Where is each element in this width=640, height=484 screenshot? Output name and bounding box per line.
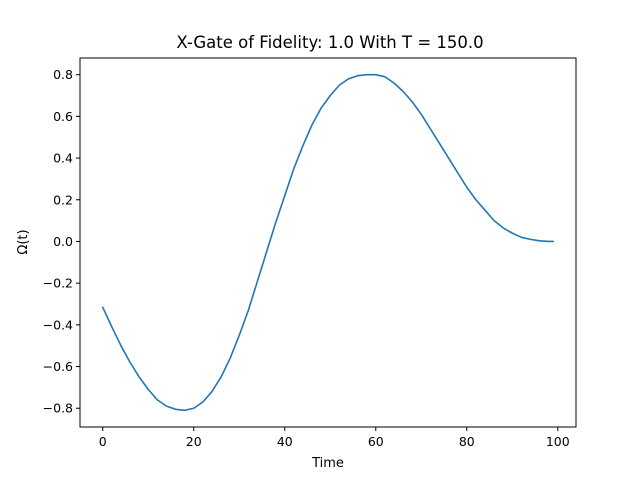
axes-frame <box>79 57 577 428</box>
y-tick-label: 0.0 <box>53 234 73 249</box>
x-axis-label: Time <box>311 456 344 471</box>
y-axis-label: Ω(t) <box>16 229 31 254</box>
chart-title: X-Gate of Fidelity: 1.0 With T = 150.0 <box>176 33 483 52</box>
plot-area <box>101 73 555 412</box>
y-tick-label: −0.4 <box>43 317 73 332</box>
x-tick-label: 40 <box>277 434 293 449</box>
x-tick-label: 0 <box>99 434 107 449</box>
y-tick-label: 0.8 <box>53 67 73 82</box>
y-tick-label: −0.6 <box>43 359 73 374</box>
x-tick-label: 100 <box>546 434 570 449</box>
x-tick-label: 80 <box>459 434 475 449</box>
y-tick-label: 0.4 <box>53 151 73 166</box>
axis-ticks: 0 20 40 60 80 100 −0.8 −0.6 −0.4 −0.2 0.0 0.2 0.4 0.6… <box>43 67 570 449</box>
y-tick-label: 0.2 <box>53 192 73 207</box>
y-tick-label: 0.6 <box>53 109 73 124</box>
y-tick-label: −0.2 <box>43 276 73 291</box>
x-tick-label: 60 <box>368 434 384 449</box>
series-line-0 <box>101 73 555 412</box>
x-tick-label: 20 <box>186 434 202 449</box>
y-tick-label: −0.8 <box>43 401 73 416</box>
